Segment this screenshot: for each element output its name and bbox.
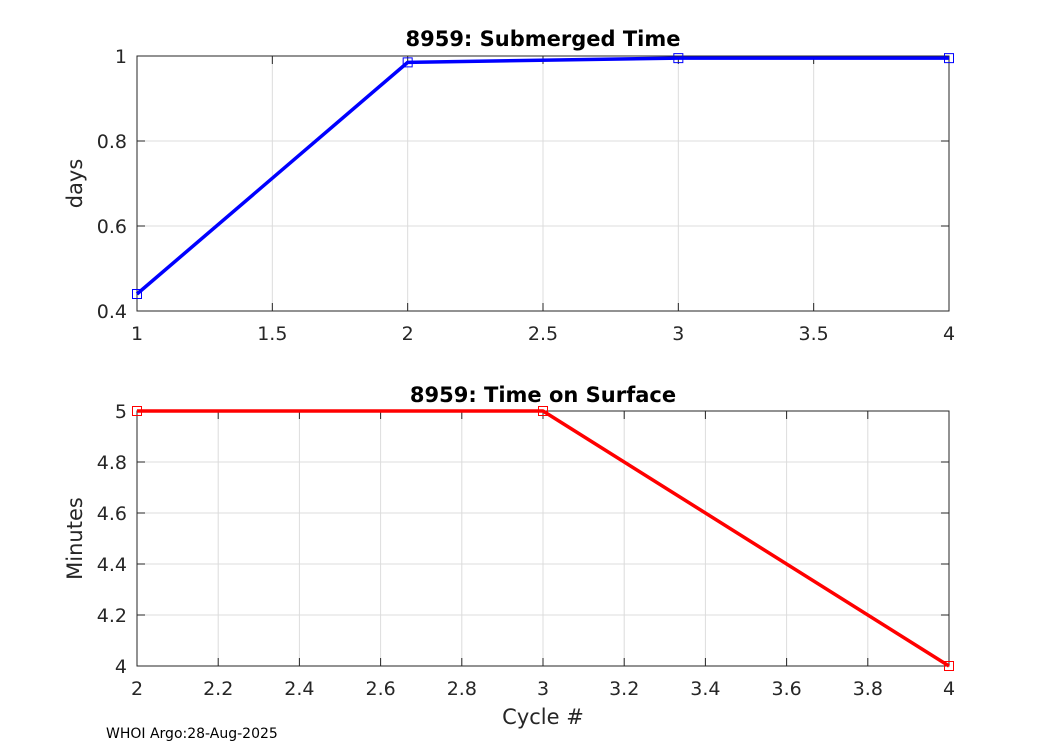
y-tick-label: 0.6 [97,216,127,238]
axes-frame [136,55,950,312]
x-tick-label: 2.8 [447,678,477,700]
data-point-marker [944,53,954,64]
x-tick-label: 2.5 [528,323,558,345]
x-tick-label: 4 [943,678,955,700]
x-tick-label: 3.4 [690,678,720,700]
y-tick-label: 0.8 [97,131,127,153]
surface-time-chart: 2 2.2 2.4 2.6 2.8 3 3.2 3.4 3.6 3.8 4 4 4.2 4.4 4.6 4.8… [63,383,955,729]
data-point-marker [673,53,684,64]
series-line [135,56,949,296]
footer-credit: WHOI Argo:28-Aug-2025 [106,726,278,742]
x-tick-label: 3.2 [609,678,639,700]
submerged-time-chart: 1 1.5 2 2.5 3 3.5 4 0.4 0.6 0.8 1 8959: Submerged T… [63,27,955,345]
chart-title: 8959: Submerged Time [405,27,680,51]
data-point-marker [538,406,548,416]
y-axis-label: days [63,159,87,209]
y-tick-label: 4.4 [97,554,127,576]
data-point-marker [132,289,142,299]
x-tick-label: 1 [131,323,143,345]
x-tick-label: 3.6 [771,678,801,700]
x-tick-label: 1.5 [257,323,287,345]
x-tick-label: 2.2 [203,678,233,700]
data-point-marker [944,661,954,671]
y-tick-label: 4 [115,656,127,678]
series-line [137,409,950,668]
x-tick-label: 2.4 [284,678,314,700]
y-axis-label: Minutes [63,497,87,580]
x-tick-label: 3 [672,323,684,345]
x-tick-label: 2.6 [365,678,395,700]
y-tick-label: 4.2 [97,605,127,627]
data-point-marker [402,57,413,68]
x-tick-label: 4 [943,323,955,345]
x-axis-label: Cycle # [502,705,584,729]
y-tick-label: 0.4 [97,301,127,323]
x-tick-label: 3 [537,678,549,700]
y-tick-label: 1 [115,46,127,68]
x-tick-label: 3.5 [799,323,829,345]
chart-title: 8959: Time on Surface [410,383,676,407]
y-tick-label: 4.8 [97,452,127,474]
y-tick-label: 4.6 [97,503,127,525]
x-tick-label: 2 [131,678,143,700]
x-tick-label: 3.8 [853,678,883,700]
y-tick-label: 5 [115,401,127,423]
x-tick-label: 2 [402,323,414,345]
data-point-marker [132,406,142,416]
